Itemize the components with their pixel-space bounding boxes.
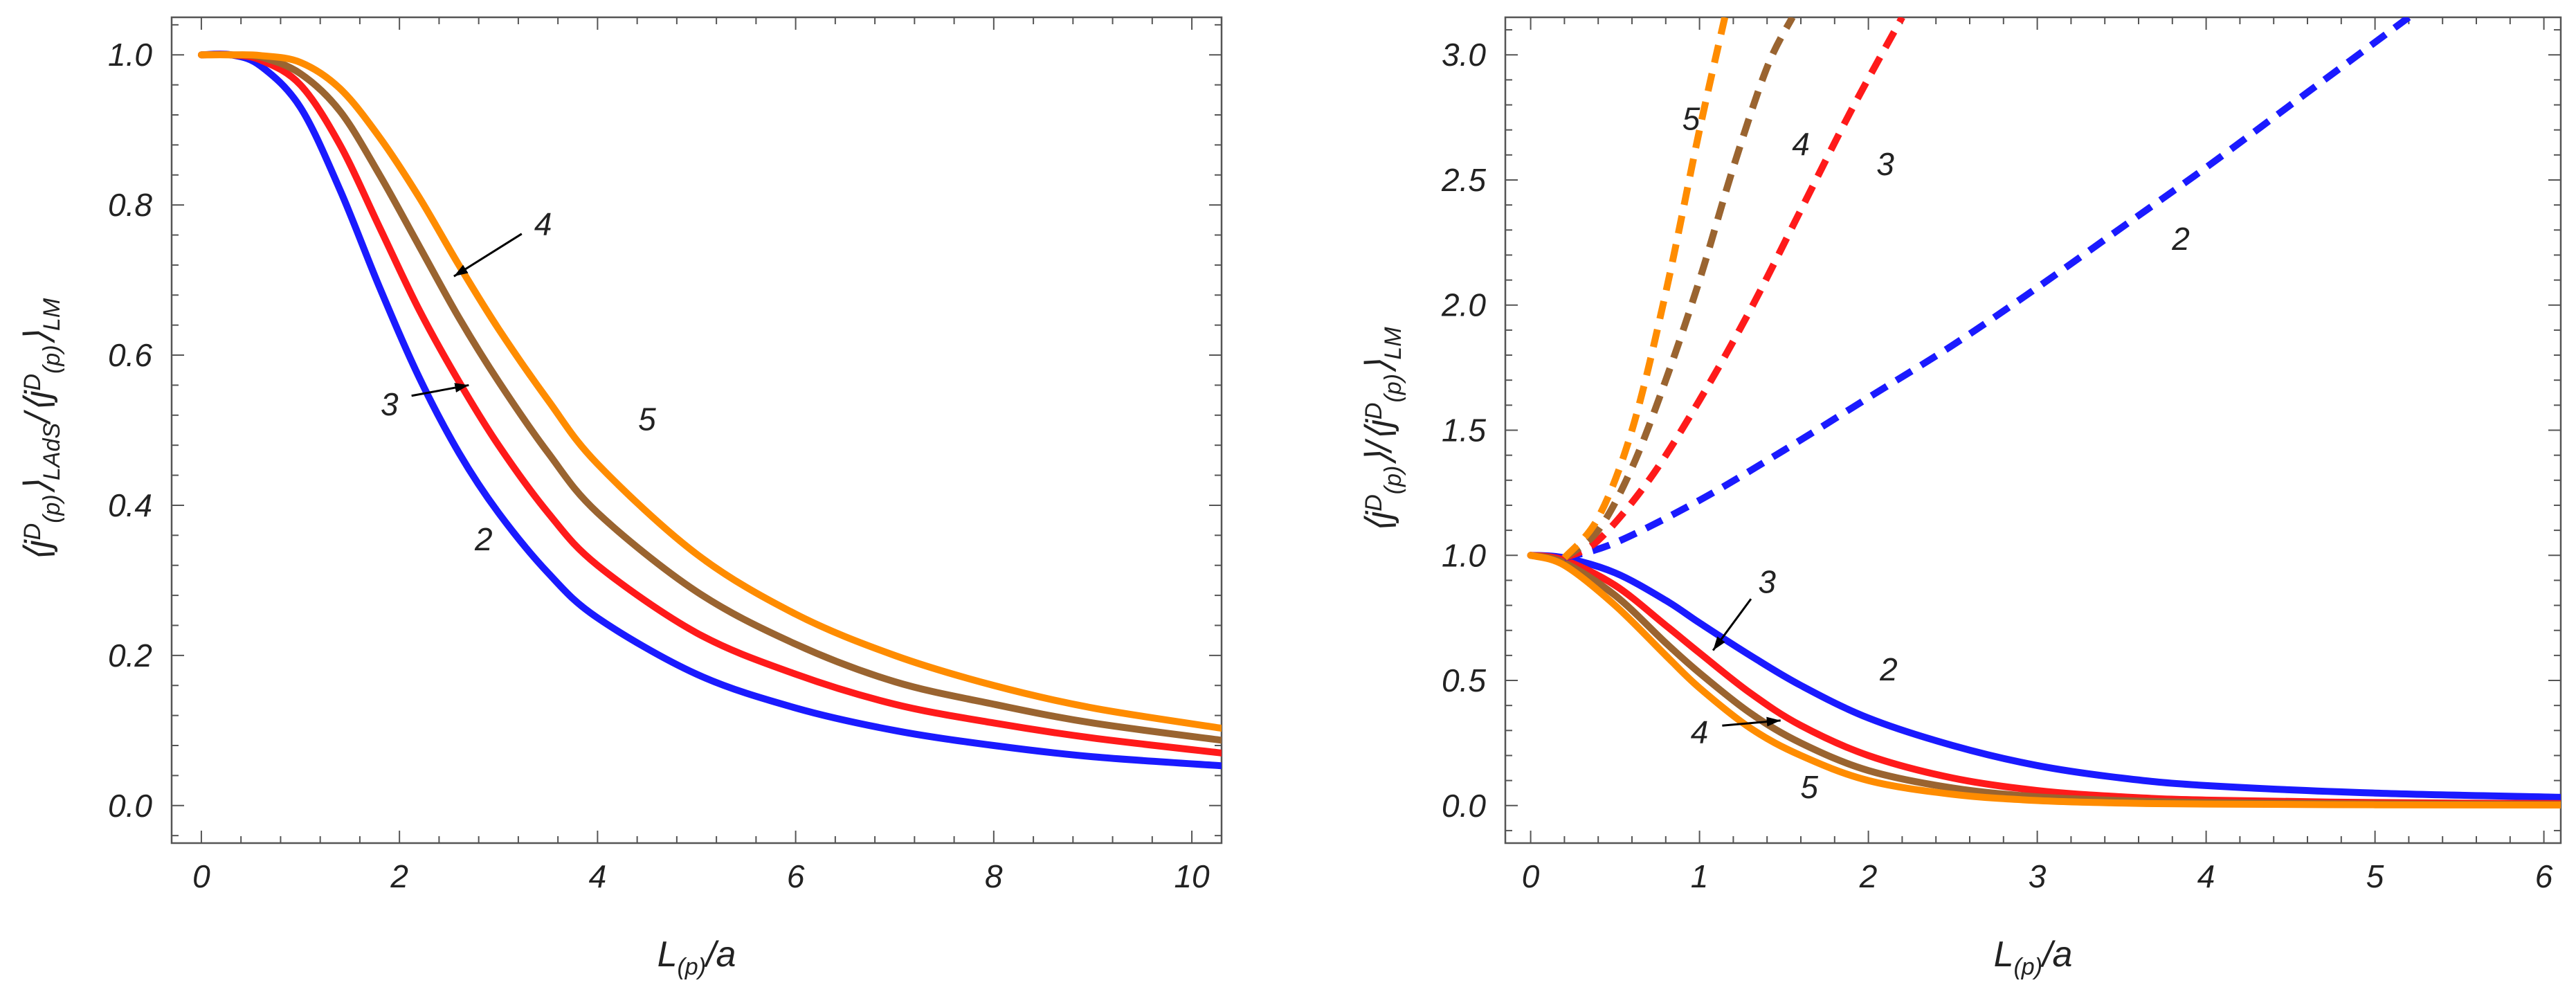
y-axis-title: ⟨jD(p)⟩LAdS/⟨jD(p)⟩LM <box>18 298 65 562</box>
y-tick-label: 0.8 <box>108 187 152 223</box>
annotation-arrow <box>1712 598 1752 651</box>
x-tick-label: 1 <box>1691 858 1709 894</box>
plot-frame <box>1504 16 2562 844</box>
y-axis-title: ⟨jD(p)⟩/⟨jD(p)⟩LM <box>1359 327 1406 534</box>
series-n5-dashed-line <box>1561 17 1729 561</box>
x-tick-label: 2 <box>390 858 408 894</box>
curve-label: 4 <box>1792 126 1810 162</box>
panel-right: 0 1 2 3 4 5 6 0.0 0.5 1.0 1.5 2.0 2.5 3.0 L(p)/a ⟨jD(p)… <box>1359 16 2562 980</box>
y-tick-label: 0.0 <box>1442 788 1486 824</box>
x-tick-label: 6 <box>787 858 805 894</box>
x-tick-label: 0 <box>192 858 210 894</box>
x-axis-title: L(p)/a <box>657 934 736 980</box>
annotation-arrow <box>453 233 523 278</box>
curve-label: 2 <box>2171 221 2190 257</box>
series-n2-solid-line <box>197 51 1222 770</box>
plot-frame <box>170 16 1223 844</box>
curve-label: 5 <box>1800 769 1818 805</box>
annotation-arrow <box>1722 716 1781 727</box>
x-tick-label: 10 <box>1174 858 1210 894</box>
curve-label: 4 <box>1691 714 1709 750</box>
series-n3-solid-line <box>197 51 1222 757</box>
x-tick-label: 3 <box>2029 858 2047 894</box>
y-tick-label: 1.0 <box>108 37 152 73</box>
curve-label: 2 <box>1879 651 1898 687</box>
series-n4-dashed-line <box>1562 17 1796 561</box>
panel-left: 0 2 4 6 8 10 0.0 0.2 0.4 0.6 0.8 1.0 L(p)/a ⟨jD(p)⟩LA… <box>18 16 1223 980</box>
x-tick-label: 4 <box>2197 858 2215 894</box>
y-tick-label: 0.2 <box>108 638 152 674</box>
curve-label: 3 <box>381 386 399 422</box>
x-tick-label: 8 <box>985 858 1003 894</box>
curve-label: 4 <box>534 206 552 242</box>
y-tick-label: 2.0 <box>1441 287 1486 323</box>
curve-label: 3 <box>1876 146 1894 182</box>
series-n5-solid-line <box>197 51 1222 732</box>
x-tick-label: 4 <box>589 858 607 894</box>
series-n4-solid-line <box>197 51 1222 744</box>
y-tick-label: 1.0 <box>1442 537 1486 573</box>
x-tick-label: 5 <box>2366 858 2384 894</box>
series-n5-solid-line <box>1527 552 2561 809</box>
curve-label: 2 <box>474 521 493 557</box>
y-tick-label: 0.0 <box>108 788 152 824</box>
series-n2-solid-line <box>1527 552 2561 801</box>
curve-label: 5 <box>638 401 656 437</box>
x-tick-label: 0 <box>1522 858 1540 894</box>
series-n2-dashed-line <box>1563 17 2411 561</box>
curve-label: 5 <box>1682 101 1700 137</box>
y-tick-label: 0.4 <box>108 487 152 523</box>
y-tick-label: 2.5 <box>1441 162 1486 198</box>
y-tick-label: 0.6 <box>108 337 152 373</box>
y-tick-label: 1.5 <box>1442 413 1486 449</box>
series-n3-dashed-line <box>1563 17 1905 561</box>
y-tick-label: 3.0 <box>1442 37 1486 73</box>
x-tick-label: 6 <box>2535 858 2553 894</box>
x-tick-label: 2 <box>1859 858 1878 894</box>
annotation-arrow <box>411 383 469 397</box>
curve-label: 3 <box>1758 563 1776 599</box>
x-axis-title: L(p)/a <box>1994 934 2073 980</box>
y-tick-label: 0.5 <box>1442 662 1486 698</box>
